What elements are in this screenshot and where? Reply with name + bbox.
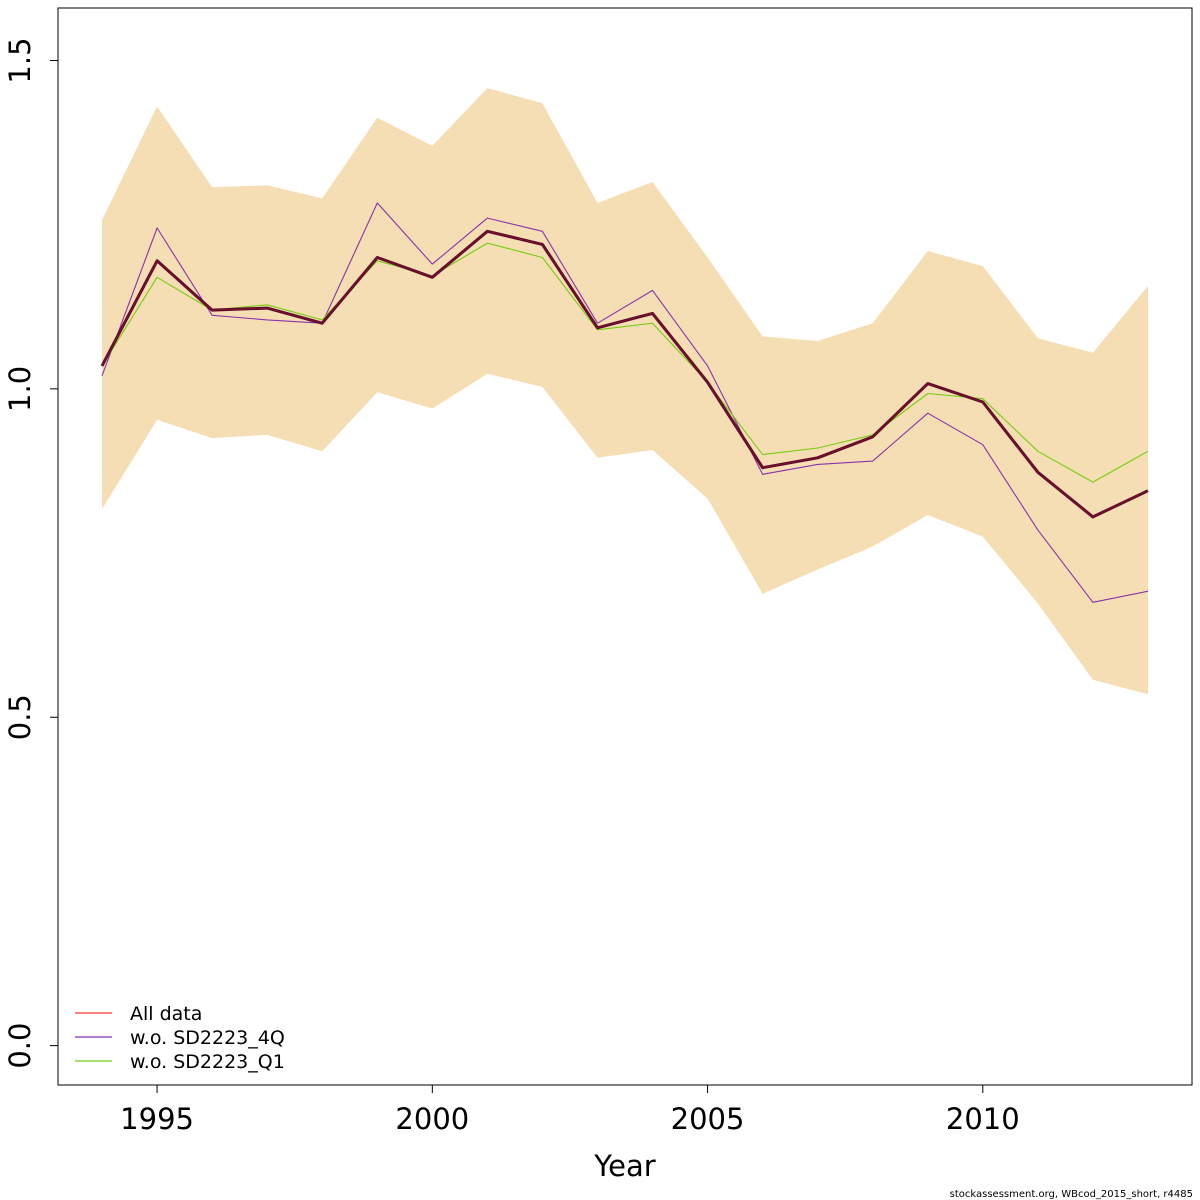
- series-line-all-data: [101, 230, 1149, 518]
- x-tick-label: 1995: [120, 1102, 194, 1136]
- x-tick-label: 2000: [395, 1102, 469, 1136]
- legend-label: w.o. SD2223_Q1: [130, 1051, 285, 1073]
- x-axis-title: Year: [593, 1149, 655, 1183]
- x-axis: 1995 2000 2005 2010: [120, 1084, 1020, 1136]
- series-line-all-data-outline: [100, 229, 1149, 519]
- series-layer: [100, 202, 1149, 603]
- confidence-band: [102, 88, 1148, 695]
- y-tick-label: 1.5: [3, 37, 37, 83]
- y-tick-label: 0.5: [3, 694, 37, 740]
- legend-label: w.o. SD2223_4Q: [130, 1027, 285, 1049]
- confidence-band-layer: [102, 88, 1148, 695]
- footer-credit: stockassessment.org, WBcod_2015_short, r…: [950, 1189, 1193, 1200]
- series-line-w-o-sd2223-4q: [101, 202, 1149, 603]
- y-axis: 0.0 0.5 1.0 1.5: [3, 37, 59, 1069]
- x-tick-label: 2005: [671, 1102, 745, 1136]
- x-tick-label: 2010: [946, 1102, 1020, 1136]
- legend-label: All data: [130, 1003, 202, 1025]
- y-tick-label: 1.0: [3, 366, 37, 412]
- y-tick-label: 0.0: [3, 1023, 37, 1069]
